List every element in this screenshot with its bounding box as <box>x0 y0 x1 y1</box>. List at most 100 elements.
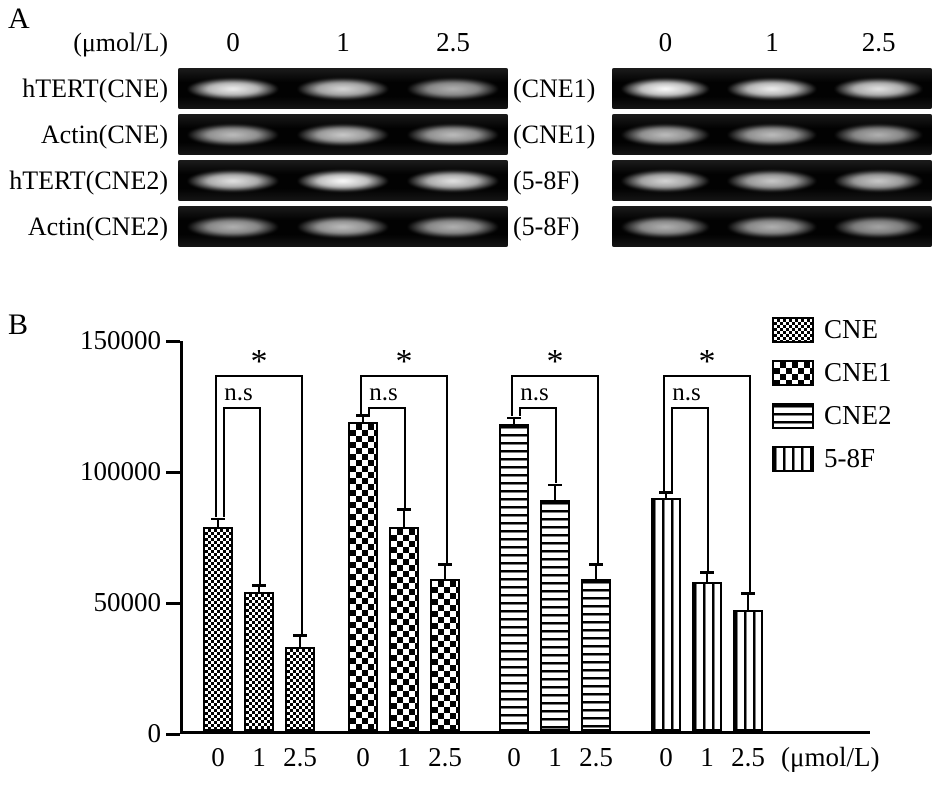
gel-row-label: (CNE1) <box>513 119 596 149</box>
sig-star-leg <box>663 375 665 491</box>
sig-star-leg <box>301 375 303 634</box>
error-bar-stem <box>747 594 749 611</box>
bar-CNE-2.5 <box>285 647 315 731</box>
dose-label: 1 <box>336 27 350 57</box>
error-bar-cap <box>397 508 411 511</box>
gel-band <box>186 123 280 146</box>
sig-star-leg <box>749 375 751 592</box>
error-bar-stem <box>665 493 667 498</box>
gel-band <box>186 215 280 238</box>
gel-band <box>833 215 924 238</box>
legend-label: CNE1 <box>824 357 892 387</box>
bar-5-8F-1 <box>692 581 722 731</box>
y-tick-label: 0 <box>147 718 162 748</box>
legend-item-5-8F: 5-8F <box>772 443 892 474</box>
gel-row: (5-8F) <box>513 160 932 201</box>
bar-CNE2-2.5 <box>581 579 611 731</box>
error-bar-stem <box>403 510 405 527</box>
sig-ns-bracket <box>671 406 709 409</box>
legend: CNE CNE1 CNE2 5-8F <box>772 314 892 486</box>
legend-swatch-CNE1 <box>772 359 814 386</box>
gel-band <box>296 215 390 238</box>
gel-lane <box>288 160 398 201</box>
gel-row: (CNE1) <box>513 68 932 109</box>
bar-5-8F-2.5 <box>733 610 763 731</box>
gel-band <box>620 215 711 238</box>
error-bar-cap <box>589 563 603 566</box>
error-bar-cap <box>356 414 370 417</box>
bar-5-8F-0 <box>651 497 681 731</box>
gel-band <box>406 77 500 100</box>
y-tick-label: 100000 <box>80 456 161 486</box>
gel-image-actin-cne <box>178 114 508 155</box>
gel-band <box>296 123 390 146</box>
gel-lane <box>398 160 508 201</box>
sig-star-leg <box>215 375 217 518</box>
gel-row-label: Actin(CNE2) <box>27 211 168 241</box>
sig-star-label: * <box>395 343 413 381</box>
gel-row-label: Actin(CNE) <box>40 119 168 149</box>
gel-lane <box>398 68 508 109</box>
gel-lane <box>825 68 932 109</box>
x-tick-label: 1 <box>700 742 714 772</box>
gel-band <box>833 169 924 192</box>
gel-band <box>620 169 711 192</box>
gel-lane <box>288 206 398 247</box>
x-tick-label: 2.5 <box>428 742 462 772</box>
error-bar-cap <box>211 517 225 521</box>
error-bar-stem <box>554 486 556 501</box>
legend-swatch-5-8F <box>772 445 814 472</box>
bar-CNE-1 <box>244 592 274 731</box>
x-tick-label: 1 <box>548 742 562 772</box>
legend-swatch-CNE <box>772 316 814 343</box>
error-bar-cap <box>438 563 452 566</box>
x-tick-label: 2.5 <box>731 742 765 772</box>
gel-band <box>186 77 280 100</box>
gel-band <box>620 77 711 100</box>
x-tick-label: 1 <box>252 742 266 772</box>
x-tick-label: 0 <box>211 742 225 772</box>
error-bar-cap <box>700 571 714 574</box>
gel-header-right: 0 1 2.5 <box>513 24 932 58</box>
gel-row: Actin(CNE2) <box>0 206 508 247</box>
sig-star-label: * <box>250 343 268 381</box>
sig-star-leg <box>446 375 448 563</box>
error-bar-cap <box>293 634 307 637</box>
gel-lane <box>288 68 398 109</box>
error-bar-cap <box>548 483 562 487</box>
gel-row-label: (5-8F) <box>513 211 580 241</box>
x-tick-label: 1 <box>397 742 411 772</box>
x-axis-unit-label: (μmol/L) <box>781 742 880 772</box>
gel-band <box>406 169 500 192</box>
gel-image-actin-cne2 <box>178 206 508 247</box>
gel-band <box>727 77 817 100</box>
gel-lane <box>612 114 719 155</box>
error-bar-cap <box>507 416 521 420</box>
dose-header-right: 0 1 2.5 <box>612 27 932 58</box>
gel-band <box>727 215 817 238</box>
sig-ns-label: n.s <box>224 378 253 406</box>
sig-ns-label: n.s <box>520 378 549 406</box>
concentration-unit-label: (μmol/L) <box>73 28 168 57</box>
x-tick-label: 0 <box>659 742 673 772</box>
bar-CNE1-0 <box>348 421 378 731</box>
y-tick-mark <box>166 470 180 474</box>
gel-lane <box>178 68 288 109</box>
gel-block-right: 0 1 2.5 (CNE1) (CNE1) (5-8F) (5-8F) <box>513 24 932 252</box>
y-tick-mark <box>166 601 180 605</box>
error-bar-cap <box>741 592 755 595</box>
sig-ns-leg <box>555 406 557 484</box>
gel-lane <box>719 68 826 109</box>
bar-CNE-0 <box>203 526 233 731</box>
gel-band <box>833 123 924 146</box>
sig-ns-leg <box>519 406 521 417</box>
gel-row-label: hTERT(CNE2) <box>9 165 168 195</box>
dose-label: 2.5 <box>436 27 470 57</box>
y-tick-mark <box>166 732 180 736</box>
dose-label: 2.5 <box>861 27 896 57</box>
sig-ns-leg <box>671 406 673 491</box>
sig-star-bracket <box>663 375 749 378</box>
gel-image-htert-cne1 <box>612 68 932 109</box>
dose-label: 0 <box>226 27 240 57</box>
gel-lane <box>398 114 508 155</box>
